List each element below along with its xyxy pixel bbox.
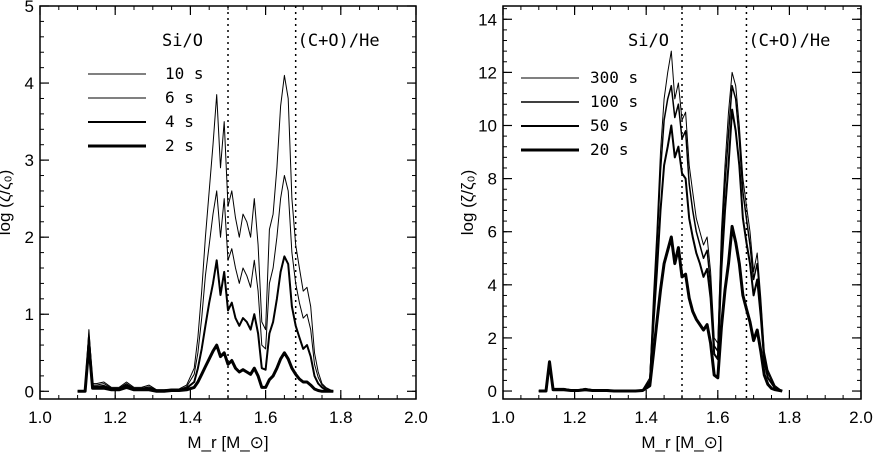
- panel-right: 1.0 1.2 1.4 1.6 1.8 2.0 0 2 4 6 8 10 12 14 Si/O (C+O)/H…: [458, 5, 873, 452]
- right-y-tick-label: 8: [488, 170, 497, 189]
- left-y-tick-label: 2: [25, 228, 34, 247]
- left-x-tick-label: 1.0: [28, 408, 52, 427]
- left-region-label: (C+O)/He: [298, 31, 380, 51]
- right-legend-label-0: 300 s: [590, 68, 638, 87]
- right-y-tick-label: 6: [488, 223, 497, 242]
- left-y-tick-label: 4: [25, 74, 34, 93]
- left-y-tick-label: 3: [25, 151, 34, 170]
- left-y-tick-label: 5: [25, 0, 34, 16]
- left-legend-label-1: 6 s: [165, 88, 194, 107]
- left-x-tick-label: 1.4: [179, 408, 203, 427]
- left-y-axis-title: log (ζ/ζ₀): [0, 170, 14, 236]
- right-y-tick-label: 14: [478, 10, 497, 29]
- right-region-label: Si/O: [628, 31, 669, 51]
- right-y-tick-label: 0: [488, 382, 497, 401]
- left-region-label: Si/O: [162, 31, 203, 51]
- right-x-tick-label: 1.6: [706, 408, 730, 427]
- left-y-tick-label: 0: [25, 382, 34, 401]
- right-x-tick-label: 1.8: [778, 408, 802, 427]
- left-series-line-3: [77, 343, 334, 393]
- left-legend-label-3: 2 s: [165, 136, 194, 155]
- right-x-tick-label: 1.4: [634, 408, 658, 427]
- right-x-tick-label: 1.0: [491, 408, 515, 427]
- left-legend-label-2: 4 s: [165, 112, 194, 131]
- left-y-tick-label: 1: [25, 305, 34, 324]
- left-x-axis-title: M_r [M_⊙]: [187, 433, 268, 452]
- right-x-tick-label: 2.0: [849, 408, 873, 427]
- right-y-tick-label: 4: [488, 276, 497, 295]
- left-x-tick-label: 1.6: [254, 408, 278, 427]
- right-x-axis-title: M_r [M_⊙]: [641, 433, 722, 452]
- right-y-axis-title: log (ζ/ζ₀): [458, 170, 477, 236]
- right-region-label: (C+O)/He: [748, 31, 830, 51]
- left-series-line-0: [77, 74, 334, 392]
- left-legend-label-0: 10 s: [165, 64, 204, 83]
- left-x-tick-label: 1.8: [329, 408, 353, 427]
- right-legend-label-3: 20 s: [590, 140, 629, 159]
- right-y-tick-label: 12: [478, 63, 497, 82]
- right-y-tick-label: 2: [488, 329, 497, 348]
- right-plot-frame: [502, 5, 862, 400]
- right-legend-label-1: 100 s: [590, 92, 638, 111]
- panel-left: 1.0 1.2 1.4 1.6 1.8 2.0 0 1 2 3 4 5 Si/O (C+O)/He M_r …: [0, 0, 428, 452]
- right-series-line-3: [538, 224, 783, 393]
- right-x-tick-label: 1.2: [563, 408, 587, 427]
- left-x-tick-label: 1.2: [103, 408, 127, 427]
- left-x-tick-label: 2.0: [404, 408, 428, 427]
- right-y-tick-label: 10: [478, 116, 497, 135]
- right-legend-label-2: 50 s: [590, 116, 629, 135]
